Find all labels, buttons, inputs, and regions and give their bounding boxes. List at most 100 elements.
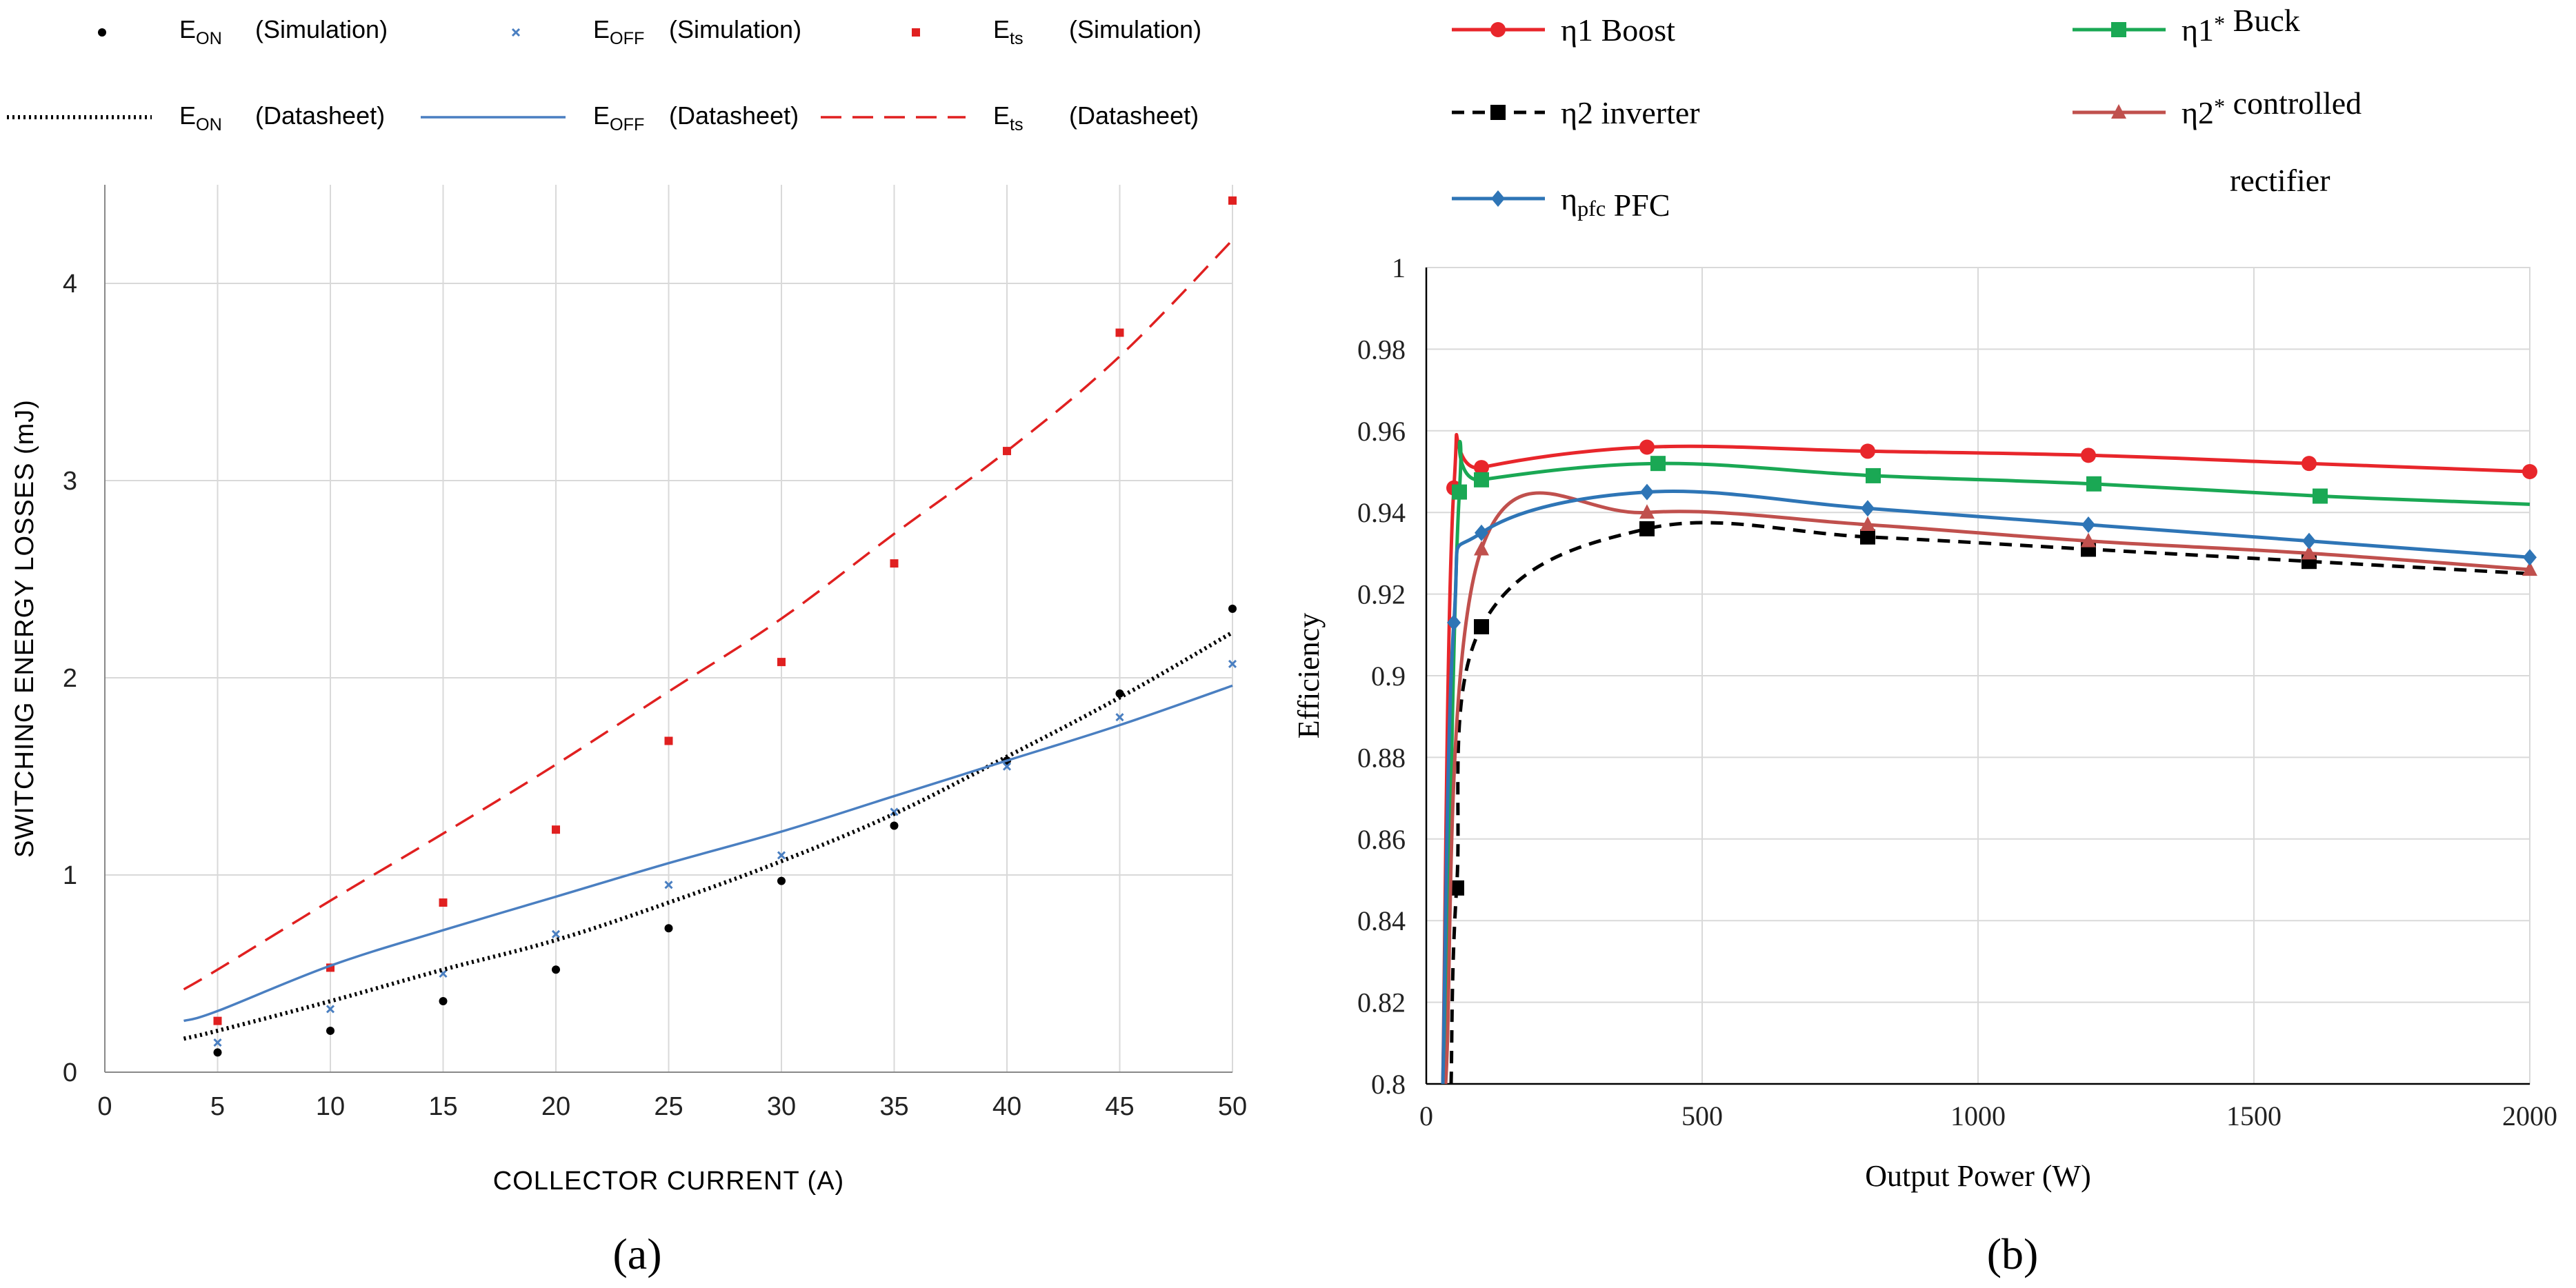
x-mark-stroke	[777, 851, 786, 860]
legend-label-4-tail: PFC	[1606, 188, 1670, 223]
legend-label-1-main: η1	[2181, 12, 2214, 48]
x-mark-stroke	[1228, 659, 1237, 669]
data-marker-3	[1474, 541, 1489, 556]
legend-marker	[98, 28, 106, 37]
data-point-ets-sim	[552, 825, 560, 834]
x-axis-title: COLLECTOR CURRENT (A)	[493, 1167, 844, 1196]
data-point-ets-sim	[777, 658, 786, 667]
legend-label-3: η2* controlled	[2181, 85, 2362, 130]
data-point-ets-sim	[439, 898, 448, 907]
data-point-ets-sim	[664, 736, 673, 745]
y-tick-label: 0.98	[1357, 334, 1406, 365]
legend-label-1: EOFF	[593, 15, 644, 48]
x-tick-label: 45	[1105, 1092, 1134, 1121]
data-marker-2	[1860, 529, 1875, 545]
y-tick-label: 1	[63, 861, 77, 890]
legend-label-2: η2 inverter	[1561, 95, 1700, 130]
legend-label-4: ηpfc PFC	[1561, 181, 1670, 223]
data-marker-0	[2522, 464, 2537, 479]
data-marker-4	[2081, 516, 2095, 533]
data-marker-4	[2302, 532, 2316, 550]
y-tick-label: 0.96	[1357, 416, 1406, 447]
data-marker-0	[1860, 443, 1875, 459]
legend-label-3-sup: *	[2214, 94, 2225, 119]
legend-label-2-sub: ts	[1010, 29, 1024, 48]
x-tick-label: 0	[97, 1092, 112, 1121]
data-point-eoff-sim	[213, 1038, 222, 1047]
x-mark-stroke	[890, 807, 899, 816]
caption-b: (b)	[1987, 1229, 2039, 1278]
data-point-eoff-sim	[664, 881, 673, 889]
data-point-ets-sim	[1115, 328, 1124, 337]
y-tick-label: 0.88	[1357, 742, 1406, 773]
series-line-3	[183, 630, 1234, 1041]
y-axis-title: SWITCHING ENERGY LOSSES (mJ)	[10, 399, 39, 858]
x-axis-title: Output Power (W)	[1865, 1159, 2091, 1193]
data-point-eoff-sim	[1002, 762, 1012, 771]
data-point-eon-sim	[439, 997, 448, 1006]
chart-a: 0 5 10 15 20 25 30 35 40 45 50 0 1 2 3 4 COLLECTOR CURRE…	[7, 15, 1247, 1196]
legend-label-1: η1* Buck	[2181, 3, 2300, 48]
data-marker-1	[2313, 488, 2328, 504]
data-marker-1	[1650, 456, 1666, 472]
y-tick-label: 4	[63, 270, 77, 299]
legend-marker-4	[1491, 190, 1505, 207]
legend-label-4-main: η	[1561, 181, 1577, 217]
data-marker-1	[1474, 472, 1489, 487]
data-marker-4	[1475, 524, 1488, 541]
data-point-eoff-sim	[1228, 659, 1237, 669]
data-marker-0	[1474, 460, 1489, 476]
legend-label-0-sub: ON	[196, 29, 222, 48]
x-mark-stroke	[213, 1038, 222, 1047]
x-mark-stroke	[1115, 713, 1124, 722]
legend-marker-1	[2111, 22, 2126, 37]
legend-label-tail: (Simulation)	[669, 15, 801, 43]
legend-label-4-sub: pfc	[1577, 196, 1606, 221]
legend-label-tail: (Simulation)	[1069, 15, 1201, 43]
y-tick-label: 2	[63, 664, 77, 693]
caption-a: (a)	[612, 1229, 661, 1278]
x-tick-label: 50	[1218, 1092, 1247, 1121]
legend-label-tail: (Datasheet)	[669, 101, 799, 130]
legend-label-2: Ets	[993, 15, 1024, 48]
data-point-ets-sim	[213, 1016, 222, 1025]
legend-marker	[511, 28, 521, 37]
data-point-eoff-sim	[551, 929, 561, 938]
data-point-eon-sim	[777, 876, 786, 885]
data-marker-4	[1861, 500, 1875, 517]
legend-label-0: EON	[179, 15, 222, 48]
x-mark-stroke	[664, 881, 673, 889]
series-line-4	[183, 684, 1233, 1023]
y-tick-label: 0.94	[1357, 497, 1406, 528]
x-tick-label: 10	[316, 1092, 345, 1121]
data-marker-1	[1866, 467, 1881, 483]
data-marker-3	[2302, 545, 2317, 560]
data-point-eon-sim	[1115, 689, 1124, 698]
data-marker-3	[1639, 504, 1655, 519]
legend-label-1-sup: *	[2214, 11, 2225, 36]
legend-label-tail: (Datasheet)	[255, 101, 385, 130]
data-marker-4	[1447, 614, 1461, 632]
x-tick-label: 1000	[1950, 1100, 2006, 1131]
legend-label-1-main: E	[593, 15, 610, 43]
legend-label-0-main: η1	[1561, 12, 1593, 48]
x-tick-label: 15	[428, 1092, 457, 1121]
y-tick-label: 0.92	[1357, 579, 1406, 610]
legend-marker-2	[1490, 105, 1506, 120]
data-point-eon-sim	[890, 821, 899, 830]
series-line-1	[1444, 440, 2530, 1085]
x-tick-label: 25	[654, 1092, 683, 1121]
data-marker-0	[1639, 439, 1655, 455]
x-mark-stroke	[439, 969, 448, 978]
legend-marker	[912, 28, 920, 37]
legend-label-3-tail: controlled	[2225, 85, 2362, 121]
series-line-5	[183, 239, 1234, 991]
data-marker-3	[2522, 561, 2537, 576]
data-point-eon-sim	[664, 924, 673, 933]
legend-label-3-main: E	[179, 101, 196, 130]
y-tick-label: 0.8	[1371, 1069, 1406, 1100]
legend-label-2-main: E	[993, 15, 1010, 43]
x-tick-label: 40	[992, 1092, 1021, 1121]
y-tick-label: 3	[63, 467, 77, 496]
